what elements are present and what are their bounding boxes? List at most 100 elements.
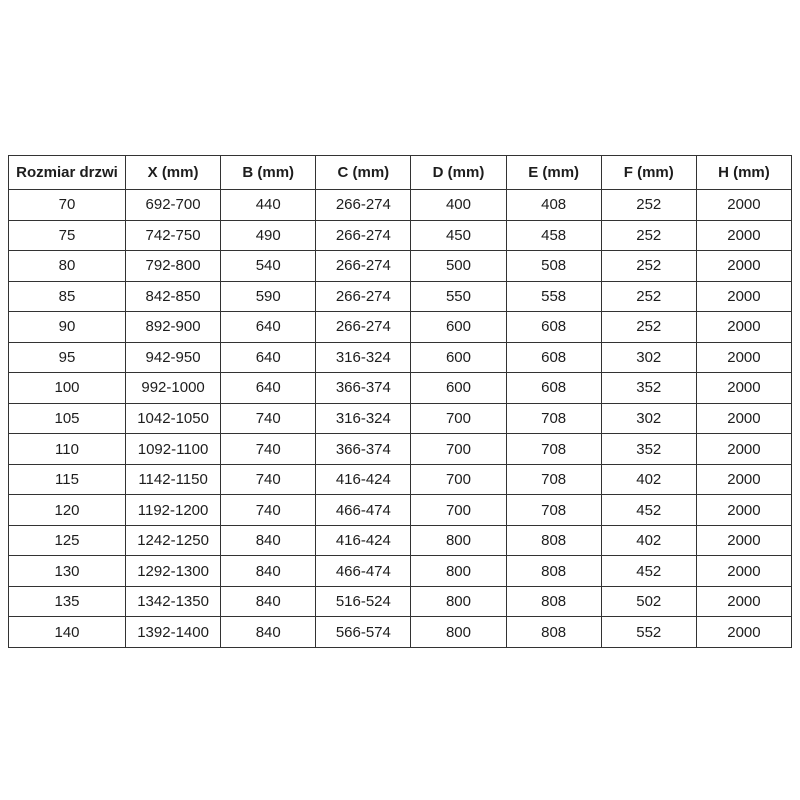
table-cell: 266-274 (315, 311, 412, 343)
table-cell: 550 (410, 280, 507, 313)
table-cell: 450 (410, 219, 507, 252)
table-cell: 400 (410, 189, 507, 221)
table-cell: 140 (8, 616, 126, 648)
table-cell: 130 (8, 555, 126, 587)
table-cell: 600 (410, 372, 507, 404)
table-row: 70 692-700 440 266-274 400 408 252 2000 (8, 189, 793, 221)
table-row: 80 792-800 540 266-274 500 508 252 2000 (8, 250, 793, 282)
table-cell: 1042-1050 (124, 402, 222, 435)
table-cell: 366-374 (315, 433, 412, 465)
table-cell: 600 (410, 341, 507, 374)
table-cell: 800 (410, 555, 507, 587)
table-cell: 700 (410, 402, 507, 435)
column-header: B (mm) (220, 155, 317, 190)
table-cell: 608 (505, 372, 602, 404)
table-row: 90 892-900 640 266-274 600 608 252 2000 (8, 311, 793, 343)
column-header: E (mm) (505, 155, 602, 190)
table-row: 135 1342-1350 840 516-524 800 808 502 2000 (8, 585, 793, 618)
table-cell: 640 (220, 372, 317, 404)
table-cell: 942-950 (124, 341, 222, 374)
table-cell: 2000 (695, 280, 793, 313)
table-cell: 2000 (695, 402, 793, 435)
table-cell: 416-424 (315, 524, 412, 557)
table-cell: 90 (8, 311, 126, 343)
table-cell: 600 (410, 311, 507, 343)
table-body: 70 692-700 440 266-274 400 408 252 2000 75 742-75… (8, 189, 793, 648)
table-cell: 2000 (695, 250, 793, 282)
table-row: 105 1042-1050 740 316-324 700 708 302 2000 (8, 402, 793, 435)
table-cell: 708 (505, 494, 602, 526)
column-header: X (mm) (124, 155, 222, 190)
table-cell: 808 (505, 585, 602, 618)
table-cell: 740 (220, 433, 317, 465)
table-cell: 466-474 (315, 494, 412, 526)
table-cell: 135 (8, 585, 126, 618)
table-cell: 316-324 (315, 341, 412, 374)
table-cell: 800 (410, 524, 507, 557)
table-cell: 266-274 (315, 219, 412, 252)
table-cell: 892-900 (124, 311, 222, 343)
table-cell: 402 (600, 524, 697, 557)
table-cell: 640 (220, 341, 317, 374)
table-cell: 1092-1100 (124, 433, 222, 465)
table-cell: 502 (600, 585, 697, 618)
table-cell: 252 (600, 189, 697, 221)
table-cell: 115 (8, 463, 126, 496)
table-cell: 416-424 (315, 463, 412, 496)
table-cell: 75 (8, 219, 126, 252)
table-cell: 105 (8, 402, 126, 435)
table-cell: 2000 (695, 524, 793, 557)
table-cell: 590 (220, 280, 317, 313)
table-cell: 792-800 (124, 250, 222, 282)
table-cell: 302 (600, 402, 697, 435)
column-header: F (mm) (600, 155, 697, 190)
table-cell: 740 (220, 402, 317, 435)
table-cell: 800 (410, 616, 507, 648)
table-cell: 2000 (695, 311, 793, 343)
table-cell: 1342-1350 (124, 585, 222, 618)
table-cell: 2000 (695, 372, 793, 404)
table-cell: 842-850 (124, 280, 222, 313)
table-header-row: Rozmiar drzwi X (mm) B (mm) C (mm) D (mm) E (… (8, 155, 793, 190)
table-cell: 800 (410, 585, 507, 618)
table-cell: 692-700 (124, 189, 222, 221)
table-cell: 266-274 (315, 250, 412, 282)
table-cell: 95 (8, 341, 126, 374)
table-cell: 808 (505, 524, 602, 557)
table-cell: 840 (220, 555, 317, 587)
table-cell: 552 (600, 616, 697, 648)
table-cell: 1142-1150 (124, 463, 222, 496)
table-cell: 100 (8, 372, 126, 404)
table-cell: 640 (220, 311, 317, 343)
table-cell: 1192-1200 (124, 494, 222, 526)
table-cell: 2000 (695, 494, 793, 526)
table-cell: 840 (220, 524, 317, 557)
table-row: 75 742-750 490 266-274 450 458 252 2000 (8, 219, 793, 252)
table-cell: 558 (505, 280, 602, 313)
table-cell: 2000 (695, 189, 793, 221)
table-cell: 252 (600, 311, 697, 343)
table-cell: 458 (505, 219, 602, 252)
table-row: 95 942-950 640 316-324 600 608 302 2000 (8, 341, 793, 374)
table-cell: 408 (505, 189, 602, 221)
table-cell: 2000 (695, 433, 793, 465)
table-row: 120 1192-1200 740 466-474 700 708 452 2000 (8, 494, 793, 526)
column-header: D (mm) (410, 155, 507, 190)
table-cell: 252 (600, 250, 697, 282)
table-cell: 2000 (695, 463, 793, 496)
table-cell: 490 (220, 219, 317, 252)
column-header: Rozmiar drzwi (8, 155, 126, 190)
table-cell: 402 (600, 463, 697, 496)
table-row: 140 1392-1400 840 566-574 800 808 552 2000 (8, 616, 793, 648)
table-cell: 452 (600, 494, 697, 526)
table-cell: 252 (600, 219, 697, 252)
table-cell: 366-374 (315, 372, 412, 404)
table-cell: 352 (600, 372, 697, 404)
table-cell: 440 (220, 189, 317, 221)
table-cell: 2000 (695, 219, 793, 252)
table-cell: 316-324 (315, 402, 412, 435)
table-cell: 80 (8, 250, 126, 282)
table-cell: 452 (600, 555, 697, 587)
table-cell: 700 (410, 494, 507, 526)
